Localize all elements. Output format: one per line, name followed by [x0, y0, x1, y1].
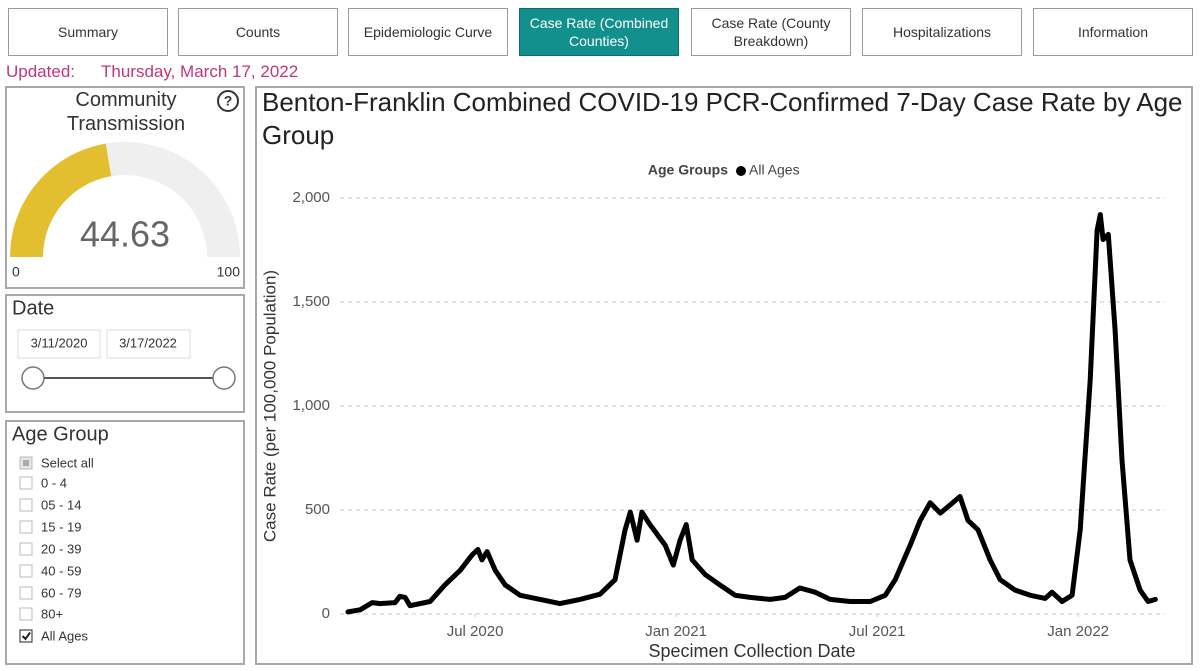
checkbox[interactable]	[19, 629, 33, 643]
checkbox-tick	[21, 631, 31, 641]
start-date-box[interactable]	[17, 329, 101, 359]
gauge-panel	[5, 86, 245, 289]
help-icon[interactable]	[217, 90, 239, 112]
date-title: Date	[12, 297, 54, 319]
updated: Updated: Thursday, March 17, 2022	[6, 62, 298, 82]
age-option: 20 - 39	[41, 541, 81, 556]
legend-swatch	[736, 166, 746, 176]
y-tick-label: 0	[322, 605, 330, 622]
help-icon-glyph: ?	[224, 93, 233, 109]
legend-label: All Ages	[749, 162, 800, 178]
x-tick-label: Jan 2022	[1047, 623, 1109, 640]
gauge-title: Community Transmission	[66, 89, 186, 135]
tab[interactable]: Hospitalizations	[862, 8, 1022, 56]
chart-panel	[255, 86, 1193, 665]
updated-label: Updated:	[6, 62, 75, 81]
tab[interactable]: Case Rate (County Breakdown)	[691, 8, 851, 56]
age-title: Age Group	[12, 423, 109, 445]
age-option: 15 - 19	[41, 519, 81, 534]
tab[interactable]: Case Rate (Combined Counties)	[519, 8, 679, 56]
checkbox[interactable]	[19, 564, 33, 578]
age-option: 0 - 4	[41, 475, 67, 490]
updated-date: Thursday, March 17, 2022	[101, 62, 299, 81]
end-date-box[interactable]	[106, 329, 191, 359]
tab[interactable]: Information	[1033, 8, 1193, 56]
checkbox[interactable]	[19, 607, 33, 621]
age-panel	[5, 420, 245, 665]
checkbox[interactable]	[19, 476, 33, 490]
y-tick-label: 1,500	[292, 293, 330, 310]
gauge-fill	[10, 143, 112, 257]
age-option: 05 - 14	[41, 497, 81, 512]
age-option: 40 - 59	[41, 563, 81, 578]
date-panel	[5, 294, 245, 413]
checkbox[interactable]	[19, 498, 33, 512]
tab[interactable]: Epidemiologic Curve	[348, 8, 508, 56]
x-tick-label: Jul 2020	[447, 623, 504, 640]
series-line	[345, 212, 1158, 615]
y-tick-label: 1,000	[292, 397, 330, 414]
age-option: All Ages	[41, 628, 88, 643]
y-tick-label: 2,000	[292, 189, 330, 206]
legend-title: Age Groups	[648, 162, 728, 178]
tab[interactable]: Counts	[178, 8, 338, 56]
x-tick-label: Jan 2021	[645, 623, 707, 640]
slider-handle[interactable]	[212, 366, 236, 390]
age-option: 80+	[41, 606, 63, 621]
checkbox[interactable]	[19, 586, 33, 600]
checkbox-partial	[23, 460, 29, 466]
checkbox[interactable]	[19, 520, 33, 534]
checkbox[interactable]	[19, 542, 33, 556]
gauge-min: 0	[12, 264, 20, 280]
x-tick-label: Jul 2021	[849, 623, 906, 640]
age-option: 60 - 79	[41, 585, 81, 600]
slider-handle[interactable]	[21, 366, 45, 390]
y-axis-title: Case Rate (per 100,000 Population)	[260, 270, 279, 542]
start-date: 3/11/2020	[31, 335, 88, 350]
x-axis-title: Specimen Collection Date	[648, 641, 855, 661]
gauge-max: 100	[217, 264, 241, 280]
y-tick-label: 500	[305, 501, 330, 518]
tab[interactable]: Summary	[8, 8, 168, 56]
chart-title: Benton-Franklin Combined COVID-19 PCR-Co…	[262, 87, 1183, 150]
gauge-value: 44.63	[80, 214, 170, 255]
end-date: 3/17/2022	[119, 335, 177, 350]
age-option: Select all	[41, 455, 94, 470]
